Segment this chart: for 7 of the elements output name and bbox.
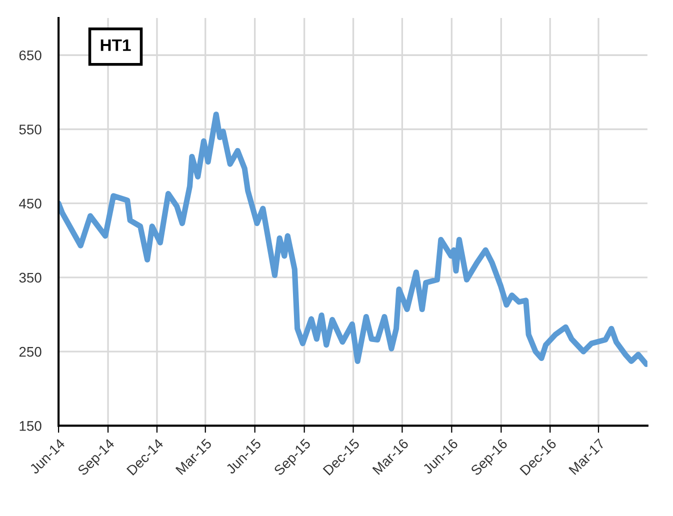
y-tick-label: 350 — [19, 272, 42, 283]
y-tick-label: 150 — [20, 421, 42, 431]
y-tick-label: 550 — [19, 124, 42, 134]
y-tick-label: 250 — [19, 346, 42, 357]
y-tick-label: 450 — [19, 198, 42, 209]
y-tick-label: 650 — [19, 50, 42, 60]
text: HT1 — [100, 39, 131, 51]
